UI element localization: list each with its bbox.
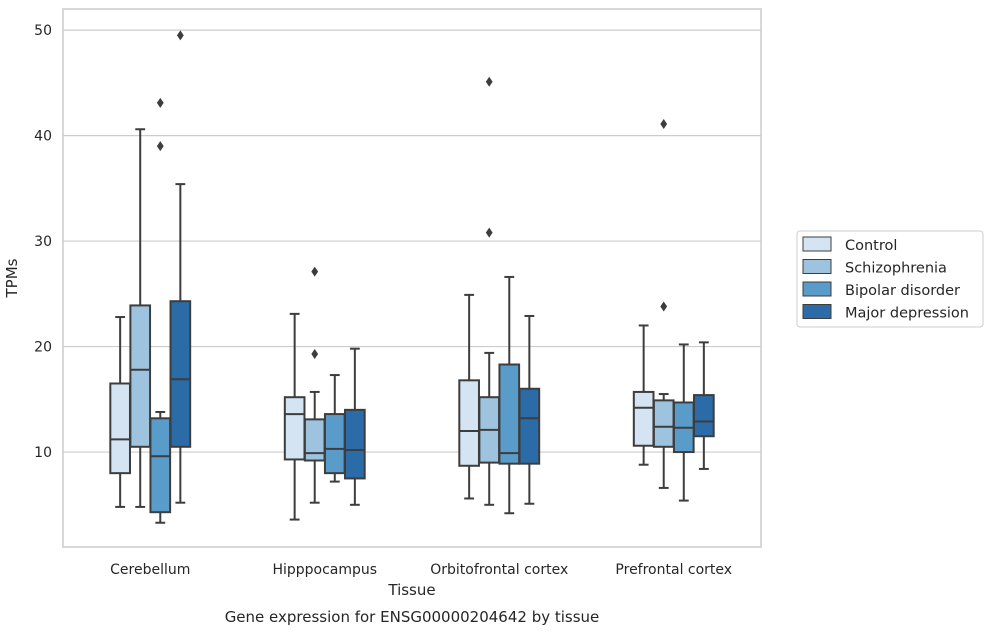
chart-caption: Gene expression for ENSG00000204642 by t… [225,608,600,626]
legend-swatch [802,259,832,274]
box-group [283,312,306,521]
x-tick-labels: Cerebellum Hipppocampus Orbitofrontal cort… [110,562,732,578]
box-group [652,118,675,489]
box-group [303,266,326,504]
box-group [149,97,172,524]
iqr-box [129,304,152,448]
plot-frame [62,8,762,548]
legend-label: Major depression [845,306,969,322]
y-tick-label: 30 [34,234,52,250]
x-tick-label: Prefrontal cortex [615,562,732,578]
outlier-point [311,266,319,277]
iqr-box [303,418,326,462]
x-axis-label: Tissue [387,581,435,599]
iqr-box [458,379,480,467]
outlier-point [485,227,493,238]
legend-frame [796,230,984,328]
y-tick-label: 40 [34,129,52,145]
iqr-box [652,399,675,448]
grid-lines [63,29,761,453]
legend-label: Control [845,238,897,254]
outlier-point [176,30,184,41]
x-tick-label: Hipppocampus [272,562,377,578]
y-axis-label: TPMs [3,258,21,298]
iqr-box [632,390,655,447]
iqr-box [169,300,192,448]
y-tick-label: 10 [34,445,52,461]
x-tick-label: Orbitofrontal cortex [430,562,568,578]
y-tick-labels: 10 20 30 40 50 [34,23,52,461]
box-group [478,76,501,506]
box-group [518,314,541,505]
box-group [458,293,480,500]
legend-label: Schizophrenia [845,261,947,277]
box-group [129,128,152,508]
iqr-box [344,408,366,480]
legend-swatch [802,236,832,252]
box-group [344,347,366,506]
outlier-point [660,118,668,129]
iqr-box [283,396,306,461]
box-plot-marks [109,30,715,524]
iqr-box [323,413,346,475]
outlier-point [660,301,668,312]
y-tick-label: 20 [34,340,52,356]
outlier-point [156,141,164,152]
iqr-box [109,382,131,475]
x-tick-label: Cerebellum [110,562,190,578]
iqr-box [149,417,172,514]
legend: Control Schizophrenia Bipolar disorder Majo… [796,230,984,328]
iqr-box [498,363,521,465]
legend-swatch [802,281,832,297]
outlier-point [311,348,319,359]
outlier-point [156,97,164,108]
iqr-box [518,387,541,465]
box-group [323,374,346,483]
iqr-box [693,394,715,438]
box-group [498,275,521,515]
legend-swatch [802,304,832,319]
outlier-point [485,76,493,87]
box-group [109,316,131,508]
box-group [693,341,715,470]
legend-label: Bipolar disorder [845,283,960,299]
y-tick-label: 50 [34,23,52,39]
box-group [672,343,695,502]
box-group [169,30,192,504]
